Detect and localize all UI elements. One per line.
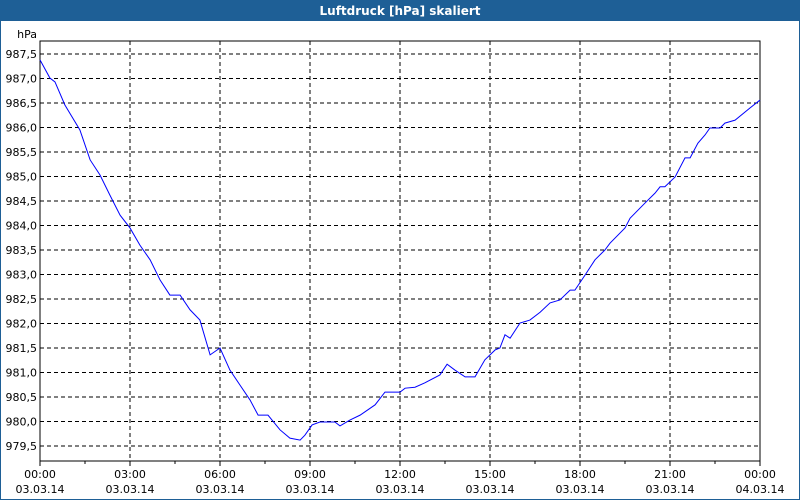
x-tick-date: 03.03.14 [106, 483, 155, 496]
x-tick-time: 03:00 [114, 468, 146, 481]
y-tick-label: 986,0 [6, 122, 38, 135]
series-line-luftdruck [39, 59, 761, 441]
x-tick-time: 18:00 [564, 468, 596, 481]
x-tick-date: 03.03.14 [196, 483, 245, 496]
y-tick-label: 985,0 [6, 171, 38, 184]
x-tick-time: 09:00 [294, 468, 326, 481]
y-tick-label: 982,0 [6, 318, 38, 331]
y-tick-label: 984,5 [6, 195, 38, 208]
x-tick-time: 21:00 [654, 468, 686, 481]
x-tick-time: 00:00 [24, 468, 56, 481]
x-tick-date: 04.03.14 [736, 483, 785, 496]
y-axis-label: hPa [17, 28, 37, 41]
window-title: Luftdruck [hPa] skaliert [1, 1, 799, 21]
x-tick-time: 15:00 [474, 468, 506, 481]
x-tick-date: 03.03.14 [466, 483, 515, 496]
y-tick-label: 983,5 [6, 244, 38, 257]
y-tick-label: 985,5 [6, 146, 38, 159]
y-tick-label: 982,5 [6, 293, 38, 306]
y-tick-label: 981,0 [6, 367, 38, 380]
x-tick-time: 06:00 [204, 468, 236, 481]
x-tick-time: 00:00 [744, 468, 776, 481]
x-tick-date: 03.03.14 [556, 483, 605, 496]
y-tick-label: 980,0 [6, 416, 38, 429]
y-tick-label: 979,5 [6, 440, 38, 453]
y-tick-label: 981,5 [6, 342, 38, 355]
x-tick-date: 03.03.14 [646, 483, 695, 496]
x-tick-date: 03.03.14 [376, 483, 425, 496]
y-tick-label: 987,5 [6, 48, 38, 61]
y-tick-label: 986,5 [6, 97, 38, 110]
y-tick-label: 984,0 [6, 220, 38, 233]
plot-frame [39, 40, 761, 462]
y-tick-label: 983,0 [6, 269, 38, 282]
x-tick-time: 12:00 [384, 468, 416, 481]
y-tick-label: 987,0 [6, 73, 38, 86]
x-tick-date: 03.03.14 [286, 483, 335, 496]
x-tick-date: 03.03.14 [16, 483, 65, 496]
y-tick-label: 980,5 [6, 391, 38, 404]
